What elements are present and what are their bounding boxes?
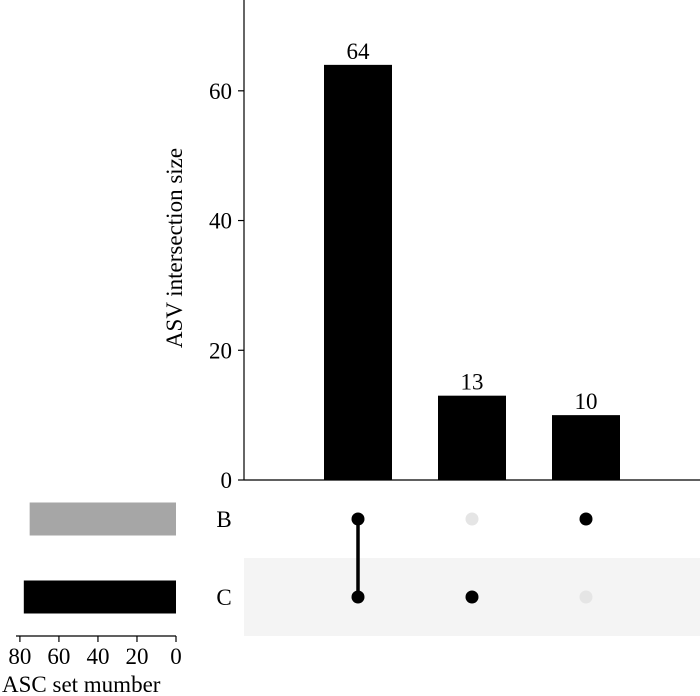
- set-tick-label: 40: [86, 644, 109, 669]
- intersection-bar: [438, 395, 506, 480]
- set-bars: [23, 502, 177, 614]
- y-tick-label: 40: [209, 209, 232, 234]
- y-tick-label: 60: [209, 79, 232, 104]
- matrix-dot-active: [351, 590, 365, 604]
- bar-value-label: 10: [575, 389, 598, 414]
- set-size-bar-c: [23, 580, 177, 614]
- y-tick-label: 0: [221, 468, 233, 493]
- bars: [324, 64, 620, 480]
- matrix-dot-active: [351, 512, 365, 526]
- y-axis-label: ASV intersection size: [162, 148, 187, 348]
- set-tick-label: 20: [125, 644, 148, 669]
- set-size-bar-b: [29, 502, 176, 536]
- intersection-bar: [324, 64, 392, 480]
- bar-labels: 64 13 10: [347, 39, 598, 414]
- matrix-dot-inactive: [465, 512, 479, 526]
- set-tick-label: 60: [47, 644, 70, 669]
- set-axis-label: ASC set mumber: [2, 672, 161, 696]
- matrix-dot-inactive: [579, 590, 593, 604]
- y-tick-label: 20: [209, 338, 232, 363]
- set-label-c: C: [216, 585, 231, 610]
- set-labels: BC: [216, 507, 231, 610]
- matrix-dot-active: [579, 512, 593, 526]
- set-label-b: B: [216, 507, 231, 532]
- matrix: [351, 512, 593, 604]
- set-ticks: 80 60 40 20 0: [8, 636, 182, 669]
- matrix-dot-active: [465, 590, 479, 604]
- y-ticks: 0 20 40 60: [209, 79, 244, 493]
- bar-value-label: 13: [461, 370, 484, 395]
- bar-value-label: 64: [347, 39, 371, 64]
- intersection-bar: [552, 415, 620, 480]
- set-tick-label: 80: [8, 644, 31, 669]
- set-tick-label: 0: [170, 644, 182, 669]
